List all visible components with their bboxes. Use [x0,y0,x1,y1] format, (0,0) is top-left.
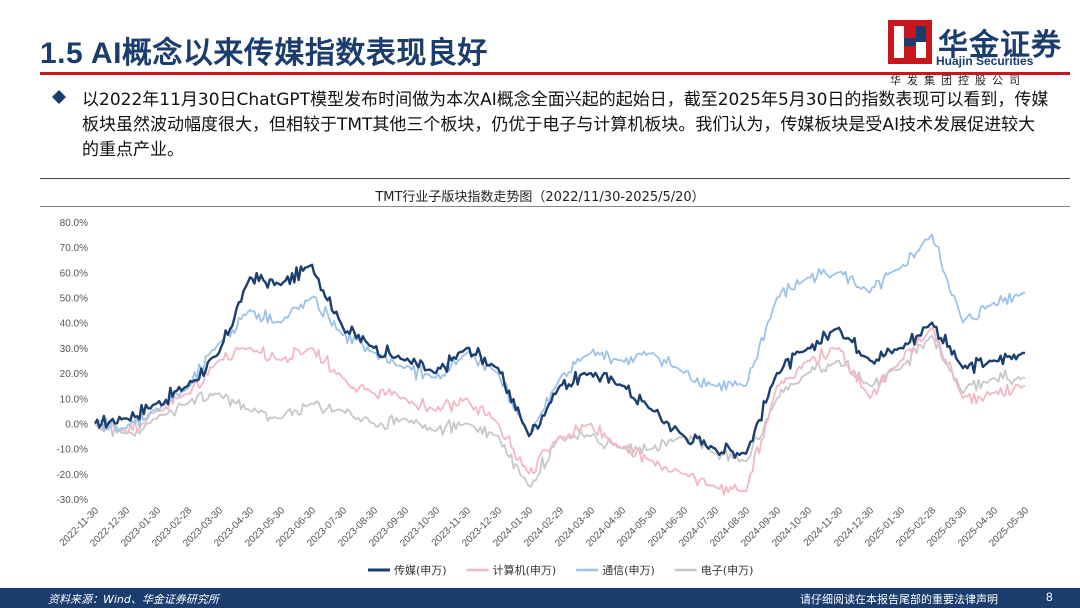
y-tick-label: 30.0% [60,344,88,355]
summary-paragraph: 以2022年11月30日ChatGPT模型发布时间做为本次AI概念全面兴起的起始… [82,90,1049,160]
y-tick-label: 60.0% [60,268,88,279]
diamond-bullet-icon [52,90,66,104]
company-logo: 华金证券 Huajin Securities 华发集团控股公司 [888,20,1068,90]
logo-subtitle: 华发集团控股公司 [890,74,1026,87]
series-line [94,326,1026,496]
logo-chinese-name: 华金证券 [938,28,1062,63]
y-tick-label: 20.0% [60,369,88,380]
title-divider [40,72,1070,75]
series-line [93,263,1025,459]
series-lines [93,233,1026,496]
x-axis: 2022-11-302022-12-302023-01-302023-02-28… [58,505,1032,549]
y-tick-label: 0.0% [65,419,88,430]
y-tick-label: 10.0% [60,394,88,405]
huajin-logo-icon [888,20,932,64]
logo-english-name: Huajin Securities [936,54,1034,68]
chart-title-rule [40,206,1070,207]
series-line [94,334,1026,488]
y-tick-label: 70.0% [60,243,88,254]
y-tick-label: -30.0% [56,495,88,506]
chart-title: TMT行业子版块指数走势图（2022/11/30-2025/5/20） [375,190,705,205]
legal-disclaimer: 请仔细阅读在本报告尾部的重要法律声明 [800,593,998,606]
legend-label: 电子(申万) [701,564,754,577]
y-axis: 80.0% 70.0% 60.0% 50.0% 40.0% 30.0% 20.0% 10.0%… [56,218,88,506]
tmt-index-line-chart: 80.0% 70.0% 60.0% 50.0% 40.0% 30.0% 20.0% 10.0%… [56,218,1032,577]
y-tick-label: -10.0% [56,445,88,456]
legend-label: 计算机(申万) [493,563,557,577]
page-number: 8 [1046,590,1053,604]
y-tick-label: 40.0% [60,319,88,330]
legend-label: 传媒(申万) [394,564,447,577]
y-tick-label: 50.0% [60,294,88,305]
footer-bar: 资料来源：Wind、华金证券研究所 请仔细阅读在本报告尾部的重要法律声明 8 [0,588,1080,608]
legend-label: 通信(申万) [602,564,655,577]
page-title: 1.5 AI概念以来传媒指数表现良好 [40,37,488,70]
chart-top-rule [40,178,1070,179]
y-tick-label: 80.0% [60,218,88,229]
series-line [94,233,1026,437]
chart-legend: 传媒(申万) 计算机(申万) 通信(申万) 电子(申万) [368,563,753,577]
data-source: 资料来源：Wind、华金证券研究所 [48,593,219,606]
y-tick-label: -20.0% [56,470,88,481]
